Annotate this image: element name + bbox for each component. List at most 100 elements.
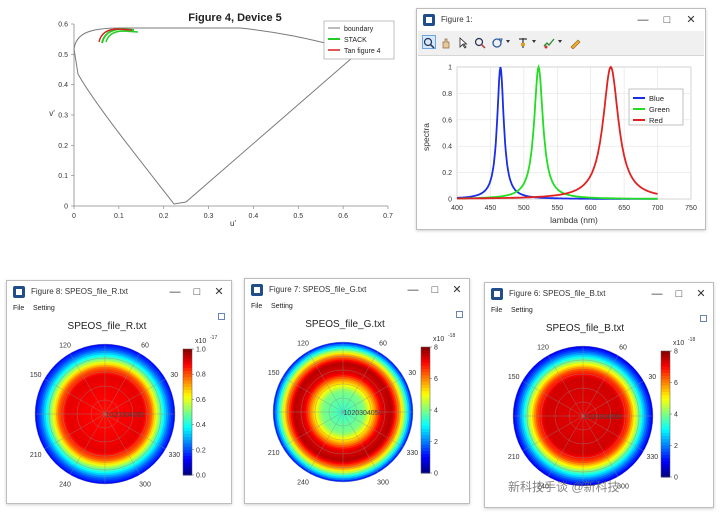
spectra-x-ticks: 400 450 500 550 600 650 700 750 bbox=[451, 205, 697, 212]
colorbar-frame bbox=[182, 348, 193, 476]
data-cursor-icon[interactable] bbox=[516, 35, 530, 49]
dock-button[interactable] bbox=[218, 313, 225, 320]
colorbar-segment bbox=[421, 425, 430, 430]
colorbar-segment bbox=[661, 388, 670, 393]
edit-plot-icon[interactable] bbox=[568, 35, 582, 50]
colorbar-segment bbox=[421, 406, 430, 411]
polar-grid-spoke bbox=[44, 378, 166, 450]
dock-button[interactable] bbox=[456, 311, 463, 318]
minimize-button[interactable]: — bbox=[169, 286, 181, 298]
maximize-button[interactable]: □ bbox=[193, 286, 201, 298]
polar-title: SPEOS_file_G.txt bbox=[305, 319, 385, 330]
app-icon bbox=[491, 288, 503, 300]
pan-hand-icon[interactable] bbox=[439, 35, 453, 49]
menu-setting[interactable]: Setting bbox=[271, 303, 293, 310]
cie-title: Figure 4, Device 5 bbox=[188, 12, 282, 24]
polar-radial-labels: 1020304050 bbox=[106, 412, 145, 419]
polar-angle-label: 300 bbox=[617, 483, 629, 490]
polar-angle-label: 330 bbox=[168, 452, 180, 459]
close-button[interactable]: ✕ bbox=[452, 284, 462, 296]
colorbar-segment bbox=[183, 367, 192, 372]
colorbar-exponent: x10 bbox=[433, 336, 444, 343]
dock-button[interactable] bbox=[700, 315, 707, 322]
polar-titlebar[interactable]: Figure 8: SPEOS_file_R.txt — □ ✕ bbox=[7, 281, 231, 303]
spectra-y-ticks: 0 0.2 0.4 0.6 0.8 1 bbox=[442, 65, 452, 204]
polar-angle-label: 240 bbox=[297, 479, 309, 486]
brush-icon[interactable] bbox=[542, 35, 556, 49]
colorbar-segment bbox=[661, 354, 670, 358]
colorbar-segment bbox=[421, 381, 430, 386]
legend-boundary: boundary bbox=[344, 26, 374, 33]
colorbar-segment bbox=[421, 400, 430, 405]
colorbar-tick-label: 1.0 bbox=[196, 347, 206, 354]
maximize-button[interactable]: □ bbox=[431, 284, 439, 296]
menu-file[interactable]: File bbox=[13, 305, 25, 312]
colorbar-segment bbox=[421, 466, 430, 471]
polar-titlebar[interactable]: Figure 7: SPEOS_file_G.txt — □ ✕ bbox=[245, 279, 469, 301]
colorbar-segment bbox=[421, 375, 430, 379]
zoom-in-icon[interactable] bbox=[422, 35, 436, 49]
polar-window-g: Figure 7: SPEOS_file_G.txt — □ ✕ File Se… bbox=[244, 278, 470, 504]
colorbar-segment bbox=[661, 373, 670, 377]
colorbar-segment bbox=[421, 384, 430, 389]
maximize-button[interactable]: □ bbox=[663, 14, 671, 26]
pointer-icon[interactable] bbox=[456, 35, 470, 49]
menu-setting[interactable]: Setting bbox=[33, 305, 55, 312]
rotate-dropdown[interactable] bbox=[506, 40, 510, 43]
stack-curve-2 bbox=[105, 30, 139, 43]
cie-legend: boundary STACK Tan figure 4 bbox=[323, 20, 395, 60]
close-button[interactable]: ✕ bbox=[686, 14, 696, 26]
polar-angle-label: 210 bbox=[508, 454, 520, 461]
spectra-ylabel: spectra bbox=[421, 123, 431, 151]
colorbar-segment bbox=[421, 369, 430, 373]
menu-file[interactable]: File bbox=[251, 303, 263, 310]
maximize-button[interactable]: □ bbox=[675, 288, 683, 300]
figure1-titlebar[interactable]: Figure 1: — □ ✕ bbox=[417, 9, 705, 31]
close-button[interactable]: ✕ bbox=[214, 286, 224, 298]
colorbar-segment bbox=[421, 450, 430, 455]
colorbar-segment bbox=[421, 353, 430, 357]
spectra-x-tick-label: 700 bbox=[652, 205, 664, 212]
close-button[interactable]: ✕ bbox=[696, 288, 706, 300]
polar-angle-label: 60 bbox=[619, 345, 627, 352]
rotate-icon[interactable] bbox=[490, 35, 504, 49]
colorbar-segment bbox=[661, 442, 670, 446]
colorbar-segment bbox=[421, 391, 430, 395]
polar-titlebar[interactable]: Figure 6: SPEOS_file_B.txt — □ ✕ bbox=[485, 283, 713, 305]
polar-angle-label: 300 bbox=[139, 481, 151, 488]
brush-dropdown[interactable] bbox=[558, 40, 562, 43]
minimize-button[interactable]: — bbox=[407, 284, 419, 296]
spectra-x-tick-label: 650 bbox=[618, 205, 630, 212]
cie-x-tick-label: 0 bbox=[72, 213, 76, 220]
polar-grid-spoke bbox=[282, 376, 404, 448]
spectra-x-tick-label: 400 bbox=[451, 205, 463, 212]
tan-curve bbox=[98, 28, 133, 43]
colorbar-segment bbox=[421, 447, 430, 452]
cursor-dropdown[interactable] bbox=[532, 40, 536, 43]
colorbar-segment bbox=[661, 429, 670, 434]
minimize-button[interactable]: — bbox=[651, 288, 663, 300]
colorbar-segment bbox=[183, 471, 192, 476]
minimize-button[interactable]: — bbox=[637, 14, 649, 26]
colorbar-segment bbox=[421, 356, 430, 361]
cie-ylabel: v' bbox=[49, 109, 55, 118]
cie-x-tick-label: 0.3 bbox=[204, 213, 214, 220]
colorbar-segment bbox=[183, 352, 192, 356]
spectra-x-tick-label: 450 bbox=[485, 205, 497, 212]
cie-y-tick-label: 0.3 bbox=[58, 113, 68, 120]
colorbar-tick-label: 8 bbox=[674, 349, 678, 356]
colorbar-tick-label: 0.2 bbox=[196, 447, 206, 454]
colorbar-segment bbox=[661, 379, 670, 383]
zoom-out-icon[interactable] bbox=[473, 35, 487, 49]
menu-file[interactable]: File bbox=[491, 307, 503, 314]
colorbar-segment bbox=[421, 435, 430, 439]
app-icon bbox=[251, 284, 263, 296]
polar-menubar: File Setting bbox=[245, 301, 469, 315]
colorbar-segment bbox=[183, 412, 192, 416]
menu-setting[interactable]: Setting bbox=[511, 307, 533, 314]
colorbar-segment bbox=[421, 469, 430, 474]
legend-red: Red bbox=[649, 116, 663, 125]
app-icon bbox=[13, 286, 25, 298]
